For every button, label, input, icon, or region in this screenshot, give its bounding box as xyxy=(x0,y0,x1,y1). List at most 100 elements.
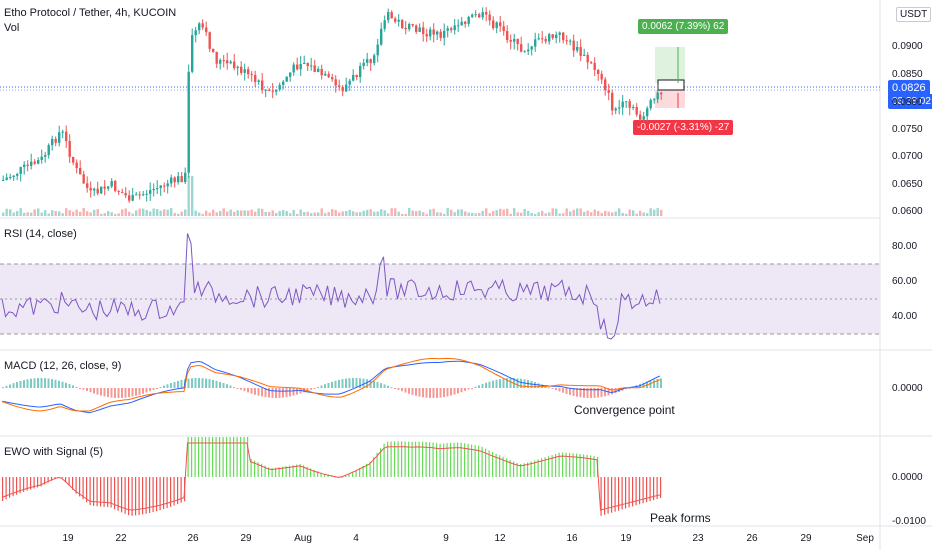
volume-bar xyxy=(639,210,642,216)
ewo-bar xyxy=(593,456,595,477)
volume-bar xyxy=(110,212,113,216)
macd-histogram-bar xyxy=(474,386,477,388)
candle-body xyxy=(376,44,379,56)
ewo-bar xyxy=(135,477,137,516)
macd-histogram-bar xyxy=(348,378,351,388)
ewo-bar xyxy=(243,437,245,477)
macd-histogram-bar xyxy=(40,378,43,388)
macd-histogram-bar xyxy=(404,388,407,393)
macd-histogram-bar xyxy=(660,378,662,388)
ewo-bar xyxy=(110,477,112,508)
candle-body xyxy=(5,177,8,180)
volume-bar xyxy=(387,213,390,216)
volume-bar xyxy=(124,208,127,216)
volume-bar xyxy=(467,212,470,216)
macd-histogram-bar xyxy=(96,388,99,395)
loss-zone[interactable] xyxy=(655,90,685,108)
ewo-bar xyxy=(513,461,515,477)
volume-bar xyxy=(583,211,586,216)
entry-box[interactable] xyxy=(657,79,685,91)
ewo-signal-line xyxy=(1,442,661,511)
candle-body xyxy=(163,185,166,187)
time-tick-label: 23 xyxy=(692,533,704,544)
candle-body xyxy=(467,16,470,24)
ewo-bar xyxy=(537,459,539,477)
volume-bar xyxy=(597,210,600,216)
candle-body xyxy=(131,195,134,201)
candle-body xyxy=(565,40,568,42)
volume-bar xyxy=(355,212,358,216)
ewo-bar xyxy=(198,437,200,477)
volume-bar xyxy=(341,211,344,216)
volume-bar xyxy=(33,209,36,216)
ewo-bar xyxy=(625,477,627,509)
candle-body xyxy=(240,66,243,73)
volume-bar xyxy=(68,210,71,216)
candle-body xyxy=(107,186,110,189)
macd-histogram-bar xyxy=(436,388,438,398)
ewo-bar xyxy=(12,477,14,497)
ewo-bar xyxy=(450,442,452,477)
candle-body xyxy=(114,181,117,191)
candle-body xyxy=(558,32,561,35)
volume-bar xyxy=(593,209,596,216)
volume-bar xyxy=(509,213,512,216)
candle-body xyxy=(138,194,141,196)
candle-body xyxy=(352,75,355,81)
macd-histogram-bar xyxy=(373,380,375,388)
rsi-tick-label: 40.00 xyxy=(892,311,917,322)
candle-body xyxy=(481,12,484,18)
volume-bar xyxy=(9,209,12,216)
volume-bar xyxy=(187,176,190,216)
ewo-bar xyxy=(44,477,46,485)
candle-body xyxy=(590,62,593,64)
macd-histogram-bar xyxy=(61,381,64,388)
macd-histogram-bar xyxy=(103,388,106,397)
volume-bar xyxy=(632,210,635,216)
macd-histogram-bar xyxy=(75,386,78,388)
volume-bar xyxy=(383,210,386,216)
macd-histogram-bar xyxy=(54,379,57,388)
ewo-bar xyxy=(79,477,81,497)
candle-body xyxy=(478,14,481,18)
candle-body xyxy=(625,101,628,103)
volume-bar xyxy=(646,213,649,216)
volume-bar xyxy=(254,211,257,216)
macd-histogram-bar xyxy=(138,388,141,395)
axes: 0.0900 0.0850 0.0800 0.0750 0.0700 0.0650 0.06… xyxy=(62,41,926,544)
volume-bar xyxy=(572,209,575,216)
volume-bar xyxy=(229,209,232,216)
volume-bar xyxy=(635,213,638,216)
volume-bar xyxy=(618,208,621,216)
ewo-bar xyxy=(394,441,396,477)
currency-button[interactable]: USDT xyxy=(896,7,932,22)
macd-histogram-bar xyxy=(495,379,498,388)
volume-bar xyxy=(548,212,551,216)
candle-body xyxy=(317,68,320,72)
volume-bar xyxy=(460,209,463,216)
candle-body xyxy=(30,161,33,166)
volume-bar xyxy=(44,210,47,216)
candle-body xyxy=(75,162,78,168)
time-tick-label: 9 xyxy=(443,533,449,544)
ewo-bar xyxy=(23,477,25,492)
ewo-bar xyxy=(520,463,522,477)
macd-histogram-bar xyxy=(261,388,263,397)
ewo-bar xyxy=(180,477,182,503)
candle-body xyxy=(275,89,278,92)
candle-body xyxy=(586,54,589,63)
macd-histogram-bar xyxy=(380,383,382,388)
volume-bar xyxy=(576,208,579,216)
macd-histogram-bar xyxy=(278,388,281,398)
volume-bar xyxy=(352,211,355,216)
convergence-annotation: Convergence point xyxy=(574,403,675,417)
macd-histogram-bar xyxy=(443,388,445,398)
volume-bar xyxy=(30,212,33,216)
macd-histogram-bar xyxy=(572,388,575,396)
candle-body xyxy=(576,46,579,51)
ewo-bar xyxy=(422,441,424,477)
ewo-bar xyxy=(149,477,151,513)
profit-zone[interactable] xyxy=(655,47,685,83)
macd-histogram-bar xyxy=(446,388,449,397)
